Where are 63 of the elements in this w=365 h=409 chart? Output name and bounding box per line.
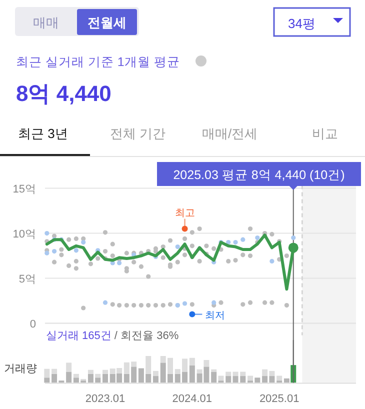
point [44, 250, 50, 256]
point [226, 240, 231, 245]
point [255, 236, 260, 240]
bar [226, 372, 232, 376]
point [240, 237, 246, 242]
bar [66, 372, 72, 383]
point [288, 242, 298, 253]
bar [152, 370, 158, 376]
text: 최근 3년 [18, 126, 68, 141]
annotation: 최저 [205, 310, 226, 322]
y-tick-label: 15억 [12, 183, 36, 196]
bar [218, 376, 224, 381]
point [102, 300, 108, 305]
y-axis-title: 거래량 [4, 363, 37, 375]
bar [88, 370, 94, 374]
bar [95, 374, 101, 378]
bar [66, 362, 72, 372]
bar [44, 378, 50, 383]
bar [248, 376, 254, 381]
point [116, 260, 122, 266]
x-tick-label: 2024.01 [172, 393, 212, 405]
bar [189, 358, 195, 366]
y-tick-label: 0 [30, 318, 36, 330]
x-tick-label: 2025.01 [259, 393, 300, 405]
bar [73, 374, 79, 378]
bar [211, 369, 217, 372]
point [44, 231, 50, 236]
text: 전월세 [88, 15, 126, 30]
bar [189, 365, 195, 383]
text: 비교 [312, 126, 338, 141]
bar [284, 378, 290, 383]
point [270, 258, 274, 264]
text: 실거래 165건 [46, 330, 112, 342]
annotation: 최고 [174, 208, 195, 219]
bar [276, 376, 282, 381]
point [291, 236, 296, 240]
text: 34평 [288, 16, 316, 31]
bar [152, 376, 158, 383]
y-tick-label: 10억 [12, 228, 36, 240]
point [182, 301, 188, 306]
bar [146, 356, 152, 374]
text: 8억 4,440 [16, 81, 112, 106]
y-tick-label: 5억 [18, 273, 36, 286]
point [175, 244, 180, 250]
bar [204, 360, 210, 367]
bar [44, 368, 50, 378]
bar [102, 370, 108, 374]
x-tick-label: 2023.01 [85, 393, 126, 405]
text: 최근 실거래 기준 1개월 평균 [16, 55, 180, 69]
bar [196, 369, 202, 374]
bar [226, 376, 232, 383]
point [52, 249, 57, 254]
text: / 회전율 36% [114, 330, 179, 342]
point [233, 240, 238, 245]
text: 2025.03 평균 8억 4,440 (10건) [173, 168, 345, 182]
point [74, 248, 78, 253]
point [81, 240, 86, 245]
text: 전체 기간 [110, 126, 166, 141]
text: 매매/전세 [202, 126, 258, 141]
point [212, 300, 216, 305]
bar [102, 374, 108, 383]
text: 매매 [33, 15, 59, 30]
bar [52, 368, 58, 374]
